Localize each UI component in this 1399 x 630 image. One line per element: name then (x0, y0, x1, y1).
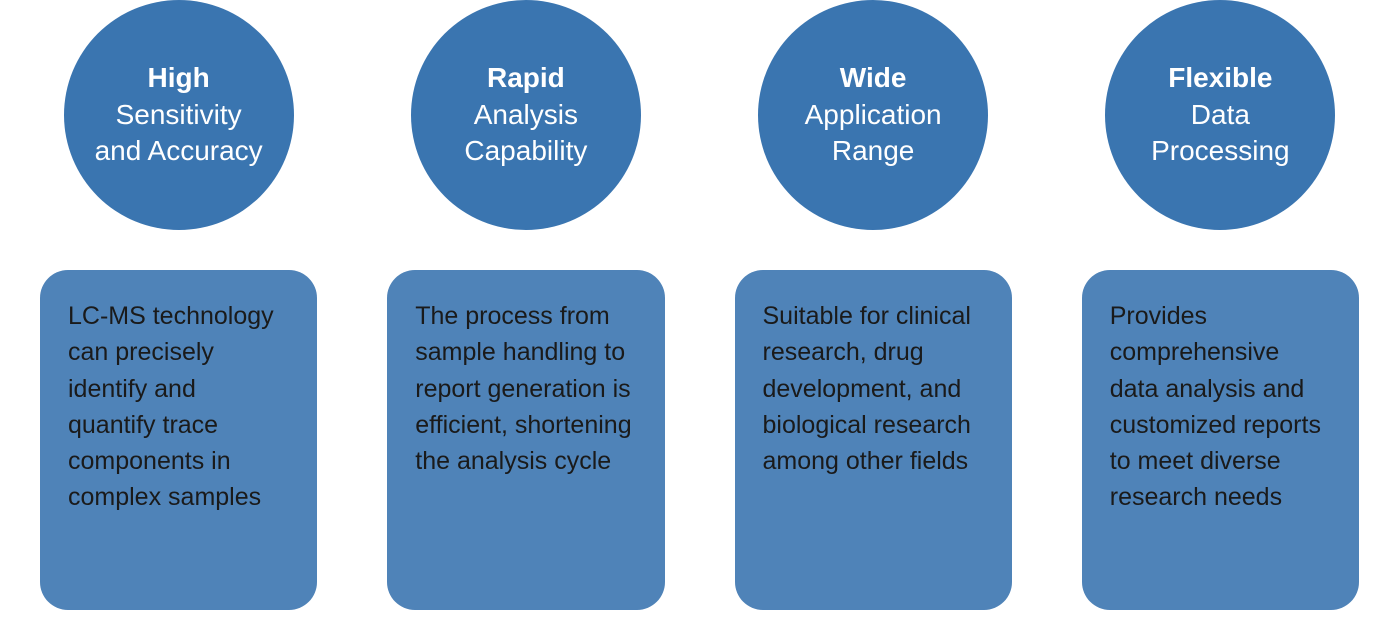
circle-subtitle-line: and Accuracy (95, 133, 263, 169)
circle-subtitle-line: Analysis (474, 97, 578, 133)
feature-circle: Flexible Data Processing (1105, 0, 1335, 230)
circle-subtitle-line: Sensitivity (116, 97, 242, 133)
card-text: Suitable for clinical research, drug dev… (763, 302, 971, 475)
feature-column: Rapid Analysis Capability The process fr… (387, 0, 664, 610)
feature-column: High Sensitivity and Accuracy LC-MS tech… (40, 0, 317, 610)
circle-title: Wide (840, 60, 907, 96)
circle-title: High (148, 60, 210, 96)
feature-circle: Rapid Analysis Capability (411, 0, 641, 230)
card-text: Provides comprehensive data analysis and… (1110, 302, 1321, 511)
feature-column: Wide Application Range Suitable for clin… (735, 0, 1012, 610)
circle-subtitle-line: Processing (1151, 133, 1290, 169)
circle-subtitle-line: Application (805, 97, 942, 133)
circle-subtitle-line: Data (1191, 97, 1250, 133)
card-text: LC-MS technology can precisely identify … (68, 302, 274, 511)
circle-title: Rapid (487, 60, 565, 96)
circle-subtitle-line: Capability (464, 133, 587, 169)
feature-card: The process from sample handling to repo… (387, 270, 664, 610)
circle-title: Flexible (1168, 60, 1272, 96)
feature-circle: Wide Application Range (758, 0, 988, 230)
feature-card: Provides comprehensive data analysis and… (1082, 270, 1359, 610)
feature-circle: High Sensitivity and Accuracy (64, 0, 294, 230)
infographic-container: High Sensitivity and Accuracy LC-MS tech… (0, 0, 1399, 610)
feature-card: LC-MS technology can precisely identify … (40, 270, 317, 610)
feature-column: Flexible Data Processing Provides compre… (1082, 0, 1359, 610)
circle-subtitle-line: Range (832, 133, 915, 169)
card-text: The process from sample handling to repo… (415, 302, 631, 475)
feature-card: Suitable for clinical research, drug dev… (735, 270, 1012, 610)
